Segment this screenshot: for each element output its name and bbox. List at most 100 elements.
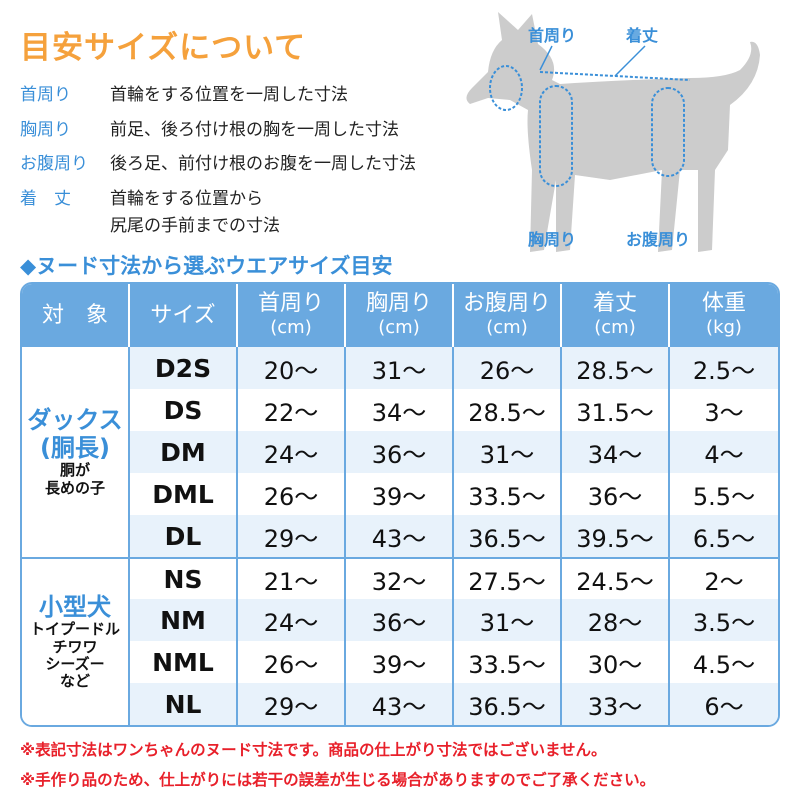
group-desc4: など (59, 672, 90, 691)
term: 着 丈 (20, 189, 71, 209)
value-cell: 21～ (238, 557, 346, 599)
size-cell: DML (130, 473, 238, 515)
value-cell: 6.5～ (670, 515, 778, 557)
value-cell: 39.5～ (562, 515, 670, 557)
table-row: DS 22～ 34～ 28.5～ 31.5～ 3～ (22, 389, 778, 431)
diagram-label-belly: お腹周り (626, 230, 691, 249)
value-cell: 39～ (346, 641, 454, 683)
size-cell: DL (130, 515, 238, 557)
value-cell: 2.5～ (670, 347, 778, 389)
column-header: 対 象 (22, 284, 130, 347)
column-header: 首周り (cm) (238, 284, 346, 347)
size-table: 対 象サイズ 首周り (cm) 胸周り (cm) お腹周り (cm) 着丈 (cm) 体重 (kg)… (20, 282, 780, 727)
header-unit: (cm) (594, 316, 636, 338)
table-row: DL 29～ 43～ 36.5～ 39.5～ 6.5～ (22, 515, 778, 557)
table-row: 小型犬 トイプードル チワワ シーズー など NS 21～ 32～ 27.5～ 24.5～ 2～ (22, 557, 778, 725)
value-cell: 4～ (670, 431, 778, 473)
diagram-label-length: 着丈 (626, 26, 659, 45)
diagram-label-neck: 首周り (528, 26, 577, 45)
group-desc2: 長めの子 (44, 478, 105, 497)
size-cell: NS (130, 557, 238, 599)
value-cell: 36.5～ (454, 683, 562, 725)
value-cell: 31～ (454, 431, 562, 473)
header-unit: (cm) (270, 316, 312, 338)
group-desc: トイプードル (29, 620, 120, 639)
definition-length: 着 丈 首輪をする位置から (20, 184, 263, 209)
definition-belly: お腹周り 後ろ足、前付け根のお腹を一周した寸法 (20, 149, 416, 174)
value-cell: 33.5～ (454, 641, 562, 683)
value-cell: 5.5～ (692, 482, 756, 511)
group-name: 小型犬 (39, 592, 111, 621)
value-cell: 43～ (346, 683, 454, 725)
group-desc: 胴が (59, 461, 90, 480)
page-title: 目安サイズについて (20, 30, 307, 66)
table-row: DML 26～ 39～ 33.5～ 36～ 5.5～ (22, 473, 778, 515)
value-cell: 31～ (346, 347, 454, 389)
group-desc3: シーズー (45, 654, 105, 673)
section-subtitle: ◆ヌード寸法から選ぶウエアサイズ目安 (20, 254, 393, 278)
group-cell: 小型犬 トイプードル チワワ シーズー など (22, 557, 130, 725)
size-cell: D2S (130, 347, 238, 389)
header-label: 着丈 (592, 290, 637, 316)
value-cell: 28～ (562, 599, 670, 641)
header-label: サイズ (150, 302, 216, 328)
desc: 尻尾の手前までの寸法 (110, 216, 280, 236)
header-label: 胸周り (365, 290, 432, 316)
column-header: 着丈 (cm) (562, 284, 670, 347)
column-header: お腹周り (cm) (454, 284, 562, 347)
note-1: ※表記寸法はワンちゃんのヌード寸法です。商品の仕上がり寸法ではございません。 (20, 741, 607, 759)
header-unit: (cm) (486, 316, 528, 338)
value-cell: 30～ (562, 641, 670, 683)
group-cell: ダックス (胴長) 胴が 長めの子 (22, 347, 130, 557)
value-cell: 26～ (238, 473, 346, 515)
value-cell: 34～ (562, 431, 670, 473)
value-cell: 24～ (238, 599, 346, 641)
size-cell: NML (130, 641, 238, 683)
desc: 首輪をする位置から (110, 189, 263, 209)
value-cell: 3.5～ (670, 599, 778, 641)
term: 胸周り (20, 120, 71, 140)
value-cell: 31～ (454, 599, 562, 641)
desc: 前足、後ろ付け根の胸を一周した寸法 (110, 120, 399, 140)
value-cell: 6～ (670, 683, 778, 725)
value-cell: 3～ (704, 398, 744, 427)
value-cell: 33.5～ (454, 473, 562, 515)
value-cell: 31.5～ (562, 389, 670, 431)
header-label: 対 象 (41, 302, 108, 328)
table-row: DM 24～ 36～ 31～ 34～ 4～ (22, 431, 778, 473)
header-label: 首周り (257, 290, 324, 316)
group-desc2: チワワ (52, 637, 98, 656)
value-cell: 33～ (562, 683, 670, 725)
header-label: お腹周り (462, 290, 551, 316)
value-cell: 26～ (454, 347, 562, 389)
definition-length-2: 尻尾の手前までの寸法 (20, 211, 280, 236)
table-row: NM 24～ 36～ 31～ 28～ 3.5～ (22, 599, 778, 641)
diagram-label-chest: 胸周り (528, 230, 577, 249)
value-cell: 29～ (238, 515, 346, 557)
value-cell: 24～ (238, 431, 346, 473)
value-cell: 2～ (670, 557, 778, 599)
size-cell: DS (130, 389, 238, 431)
value-cell: 27.5～ (454, 557, 562, 599)
value-cell: 34～ (346, 389, 454, 431)
value-cell: 28.5～ (454, 389, 562, 431)
value-cell: 36～ (346, 599, 454, 641)
value-cell: 20～ (238, 347, 346, 389)
definition-chest: 胸周り 前足、後ろ付け根の胸を一周した寸法 (20, 115, 399, 140)
header-unit: (kg) (706, 316, 742, 338)
value-cell: 29～ (238, 683, 346, 725)
size-cell: NL (130, 683, 238, 725)
group-name2: (胴長) (40, 433, 110, 462)
header-label: 体重 (701, 290, 746, 316)
term: 首周り (20, 85, 71, 105)
note-2: ※手作り品のため、仕上がりには若干の誤差が生じる場合がありますのでご了承ください… (20, 771, 656, 789)
header-unit: (cm) (378, 316, 420, 338)
value-cell: 22～ (238, 389, 346, 431)
value-cell: 43～ (346, 515, 454, 557)
group-name: ダックス (27, 406, 123, 435)
column-header: 体重 (kg) (670, 284, 778, 347)
value-cell: 39～ (346, 473, 454, 515)
dog-illustration (466, 12, 760, 252)
desc: 首輪をする位置を一周した寸法 (110, 85, 348, 105)
value-cell: 28.5～ (562, 347, 670, 389)
